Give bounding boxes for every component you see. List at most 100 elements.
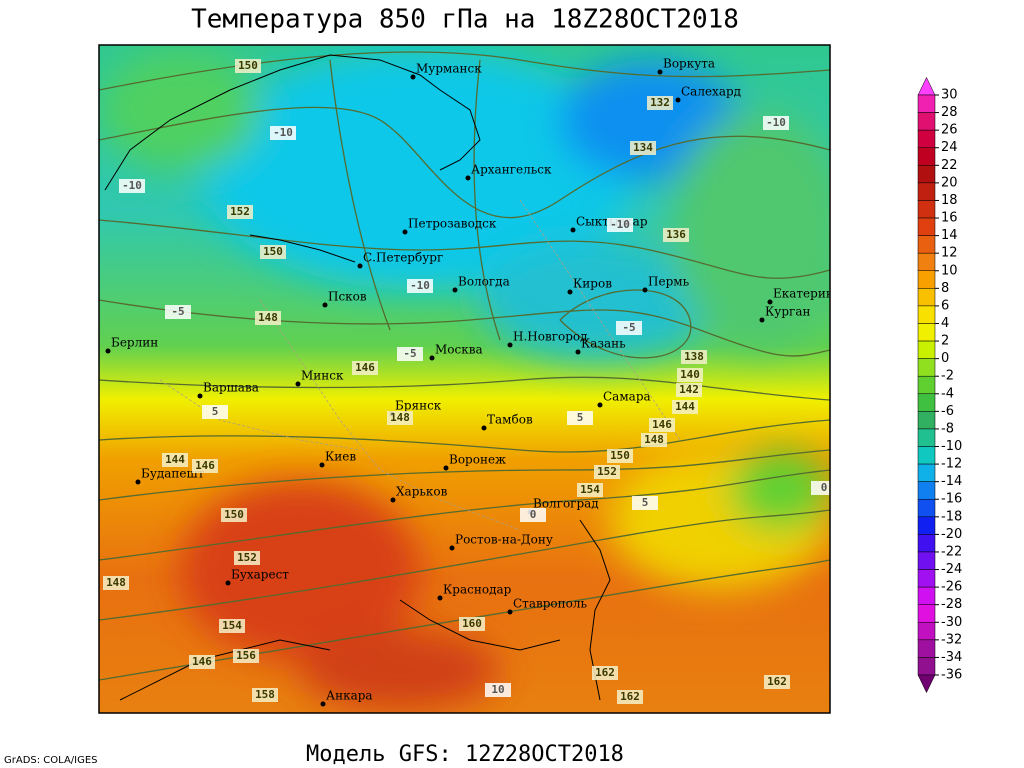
model-label: Модель GFS: 12Z28OCT2018	[306, 742, 624, 767]
contour-label: 160	[462, 617, 482, 630]
colorbar-label: -36	[941, 668, 962, 683]
contour-label-box	[352, 361, 378, 375]
title: Температура 850 гПа на 18Z28OCT2018	[191, 5, 739, 35]
city-label: Курган	[765, 305, 810, 319]
city-label: Н.Новгород	[513, 330, 588, 344]
city-dot	[225, 580, 231, 586]
colorbar-band	[917, 182, 936, 201]
contour-label-box	[676, 383, 702, 397]
colorbar-band	[917, 639, 936, 658]
contour-label: 134	[633, 141, 653, 154]
colorbar-label: -26	[941, 580, 962, 595]
contour-label: 152	[237, 551, 257, 564]
colorbar-band	[917, 358, 936, 377]
contour-label: 5	[577, 411, 584, 424]
contour-label: 10	[491, 683, 504, 696]
contour-label-box	[577, 483, 603, 497]
contour-label-box	[202, 405, 228, 419]
contour-label-box	[459, 617, 485, 631]
colorbar-label: -6	[941, 404, 954, 419]
contour-label: 136	[666, 228, 686, 241]
contour-label-box	[189, 655, 215, 669]
city-dot	[357, 263, 363, 269]
colorbar-label: -20	[941, 527, 962, 542]
city-label: Киев	[325, 450, 356, 464]
colorbar-band	[917, 200, 936, 219]
contour-label: -10	[610, 218, 630, 231]
contour-label: -5	[171, 305, 184, 318]
map-frame	[98, 44, 831, 714]
city-dot	[105, 348, 111, 354]
colorbar-label: -28	[941, 597, 962, 612]
colorbar-label: -4	[941, 386, 954, 401]
colorbar-band	[917, 516, 936, 535]
contour-label-box	[219, 619, 245, 633]
colorbar-band	[917, 235, 936, 254]
contour-label: -10	[410, 279, 430, 292]
city-dot	[507, 342, 513, 348]
city-dot	[597, 402, 603, 408]
colorbar-band	[917, 551, 936, 570]
city-label: Архангельск	[471, 163, 552, 177]
colorbar-band	[917, 586, 936, 605]
contour-label: -10	[122, 179, 142, 192]
credit: GrADS: COLA/IGES	[4, 755, 98, 766]
contour-label-box	[641, 433, 667, 447]
contour-label-box	[630, 141, 656, 155]
contour-label: 0	[821, 481, 828, 494]
colorbar-label: -30	[941, 615, 962, 630]
city-label: Петрозаводск	[408, 217, 497, 231]
contour-label-box	[567, 411, 593, 425]
contour-label: 146	[192, 655, 212, 668]
colorbar-band	[917, 165, 936, 184]
colorbar-band	[917, 604, 936, 623]
colorbar-label: -32	[941, 632, 962, 647]
contour-label: 150	[263, 245, 283, 258]
city-dot	[390, 497, 396, 503]
city-dot	[759, 317, 765, 323]
colorbar-label: 18	[941, 193, 958, 208]
contour-label-box	[681, 350, 707, 364]
contour-label: 156	[236, 649, 256, 662]
colorbar-band	[917, 305, 936, 324]
city-label: Будапешт	[141, 467, 205, 481]
contour-label: 5	[212, 405, 219, 418]
city-label: Краснодар	[443, 583, 512, 597]
city-label: Берлин	[111, 336, 158, 350]
contour-label-box	[764, 675, 790, 689]
contour-label-box	[407, 279, 433, 293]
contour-label: 152	[230, 205, 250, 218]
contour-label-box	[485, 683, 511, 697]
contour-label-box	[165, 305, 191, 319]
colorbar-label: 28	[941, 105, 958, 120]
borders	[159, 199, 681, 531]
city-dot	[319, 462, 325, 468]
city-label: Москва	[435, 343, 483, 357]
city-dot	[507, 609, 513, 615]
colorbar: 302826242220181614121086420-2-4-6-8-10-1…	[917, 76, 962, 694]
colorbar-band	[917, 463, 936, 482]
colorbar-band	[917, 569, 936, 588]
city-label: Пермь	[648, 275, 690, 289]
contour-label: -10	[766, 116, 786, 129]
city-dot	[135, 479, 141, 485]
contour-label-box	[607, 449, 633, 463]
colorbar-band	[917, 428, 936, 447]
colorbar-band	[917, 129, 936, 148]
colorbar-label: 20	[941, 175, 958, 190]
colorbar-label: -24	[941, 562, 962, 577]
city-label: Самара	[603, 390, 651, 404]
city-dot	[320, 701, 326, 707]
colorbar-label: -14	[941, 474, 962, 489]
contour-label-box	[397, 347, 423, 361]
contour-label-box	[235, 59, 261, 73]
colorbar-label: 2	[941, 334, 949, 349]
colorbar-label: 12	[941, 246, 958, 261]
colorbar-band	[917, 270, 936, 289]
temperature-fields	[100, 50, 830, 710]
colorbar-label: 22	[941, 158, 958, 173]
contour-label-box	[607, 218, 633, 232]
colorbar-bottom	[917, 674, 936, 694]
